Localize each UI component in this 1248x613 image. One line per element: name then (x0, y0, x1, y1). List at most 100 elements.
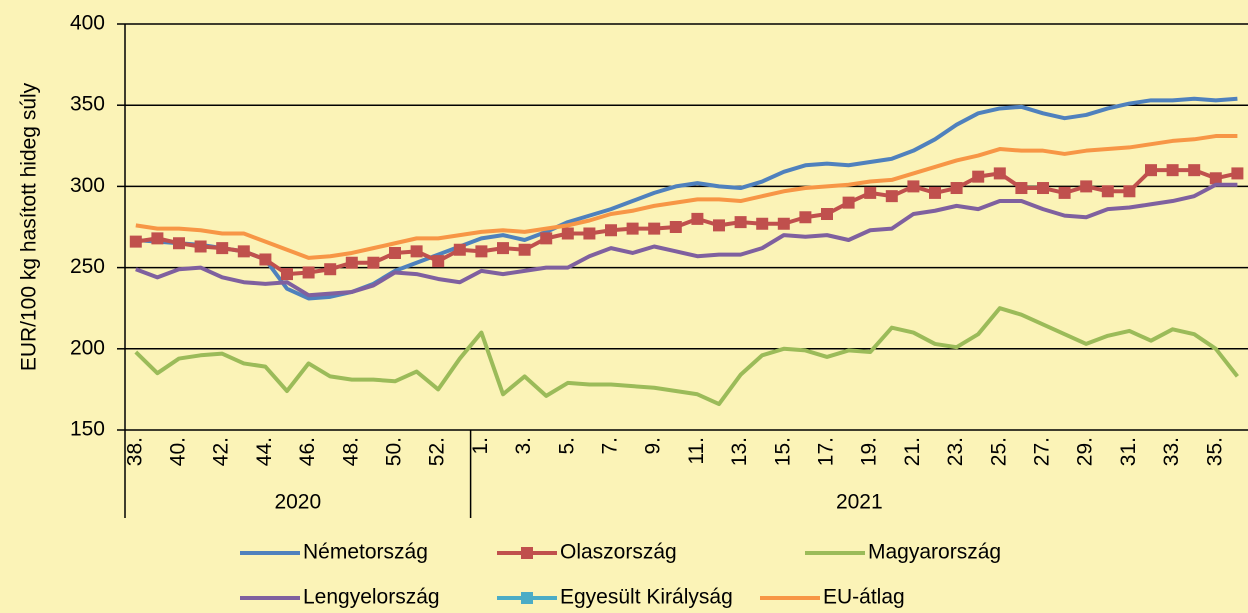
x-tick-label: 40. (167, 437, 190, 466)
x-tick-label: 3. (512, 437, 535, 455)
point-marker (410, 245, 423, 258)
point-marker (540, 232, 553, 245)
point-marker (950, 182, 963, 195)
point-marker (929, 186, 941, 199)
legend-marker (521, 592, 533, 604)
group-label: 2020 (274, 491, 321, 514)
y-tick-label: 150 (70, 418, 105, 441)
x-tick-label: 25. (987, 437, 1010, 466)
legend-marker (521, 547, 533, 559)
x-tick-label: 31. (1117, 437, 1140, 466)
point-marker (821, 208, 833, 221)
point-marker (151, 232, 164, 245)
point-marker (605, 224, 617, 237)
x-tick-label: 5. (555, 437, 578, 455)
point-marker (561, 227, 574, 240)
y-tick-label: 200 (70, 336, 105, 359)
point-marker (367, 256, 380, 269)
point-marker (518, 243, 531, 256)
point-marker (1145, 164, 1157, 177)
point-marker (1123, 185, 1136, 198)
point-marker (259, 253, 272, 266)
x-tick-label: 19. (858, 437, 881, 466)
point-marker (734, 216, 747, 229)
point-marker (475, 245, 488, 258)
legend-label: Olaszország (560, 541, 677, 564)
x-tick-label: 27. (1031, 437, 1054, 466)
point-marker (691, 212, 704, 225)
x-tick-label: 52. (426, 437, 449, 466)
x-tick-label: 38. (123, 437, 146, 466)
point-marker (885, 190, 898, 203)
group-label: 2021 (836, 491, 883, 514)
point-marker (1080, 180, 1093, 193)
x-tick-label: 17. (815, 437, 838, 466)
point-marker (194, 240, 207, 253)
x-tick-label: 44. (253, 437, 276, 466)
x-tick-label: 9. (642, 437, 665, 455)
point-marker (1101, 185, 1114, 198)
x-tick-label: 13. (728, 437, 751, 466)
x-tick-label: 7. (599, 437, 622, 455)
x-tick-label: 42. (210, 437, 233, 466)
legend-label: Lengyelország (303, 586, 440, 609)
point-marker (302, 266, 315, 279)
x-tick-label: 1. (469, 437, 492, 455)
point-marker (1037, 182, 1049, 195)
point-marker (432, 255, 445, 268)
point-marker (1166, 164, 1179, 177)
point-marker (1058, 186, 1071, 199)
x-tick-label: 33. (1160, 437, 1183, 466)
point-marker (497, 242, 509, 255)
point-marker (324, 263, 337, 276)
point-marker (129, 235, 142, 248)
point-marker (1231, 167, 1244, 180)
point-marker (626, 222, 639, 235)
plot-area (129, 96, 1244, 407)
point-marker (1188, 164, 1201, 177)
point-marker (993, 167, 1006, 180)
point-marker (173, 237, 185, 250)
y-tick-label: 350 (70, 93, 105, 116)
series-line (135, 168, 1238, 277)
point-marker (713, 219, 725, 232)
point-marker (842, 196, 855, 209)
point-marker (453, 243, 466, 256)
x-tick-label: 50. (383, 437, 406, 466)
point-marker (777, 217, 790, 230)
x-tick-label: 46. (296, 437, 319, 466)
point-marker (1015, 182, 1028, 195)
point-marker (216, 242, 229, 255)
x-tick-label: 11. (685, 437, 708, 465)
x-tick-label: 48. (339, 437, 362, 466)
point-marker (237, 245, 250, 258)
x-tick-label: 23. (944, 437, 967, 466)
point-marker (281, 268, 293, 281)
point-marker (648, 222, 661, 235)
point-marker (907, 180, 920, 193)
series-line (134, 306, 1239, 407)
point-marker (799, 211, 812, 224)
x-tick-label: 29. (1074, 437, 1097, 466)
y-axis-label: EUR/100 kg hasított hideg súly (18, 82, 41, 371)
series-line (135, 134, 1238, 260)
point-marker (669, 221, 682, 233)
point-marker (583, 227, 596, 240)
legend-label: Egyesült Királyság (560, 586, 733, 609)
point-marker (345, 256, 358, 269)
point-marker (1209, 172, 1222, 185)
x-tick-label: 15. (771, 437, 794, 466)
legend-label: Magyarország (868, 541, 1001, 564)
point-marker (756, 217, 769, 230)
point-marker (864, 186, 877, 199)
series-line (135, 182, 1238, 298)
y-tick-label: 300 (70, 174, 105, 197)
legend-label: Németország (303, 541, 428, 564)
x-tick-label: 35. (1203, 437, 1226, 466)
series-line (135, 96, 1238, 301)
x-tick-label: 21. (901, 437, 924, 466)
legend-label: EU-átlag (823, 586, 905, 609)
y-tick-label: 400 (70, 12, 105, 35)
y-tick-label: 250 (70, 255, 105, 278)
